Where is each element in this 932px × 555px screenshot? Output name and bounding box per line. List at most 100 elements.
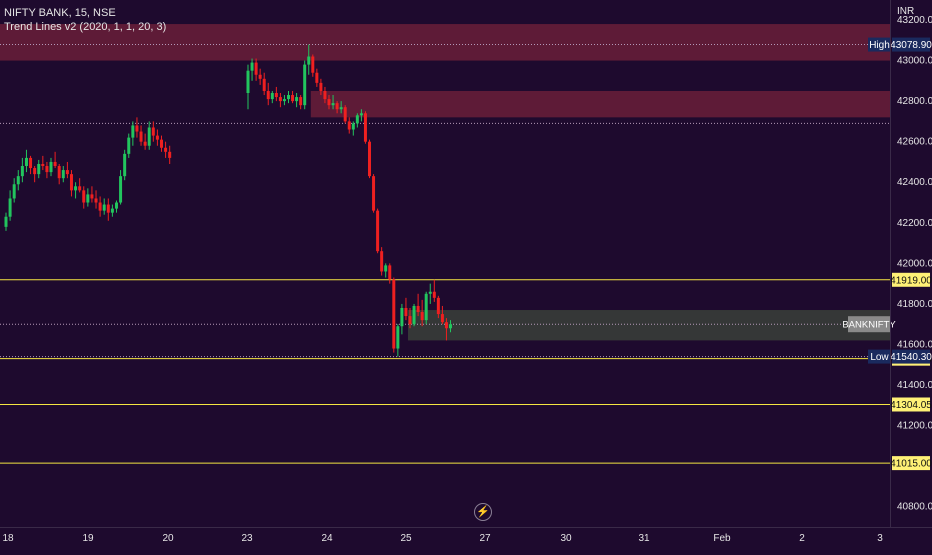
candle-body (295, 97, 299, 102)
candle-body (69, 174, 73, 191)
candle-body (266, 90, 270, 100)
candle-body (359, 113, 363, 116)
candle-body (53, 161, 57, 167)
x-tick-label: 27 (479, 533, 491, 544)
candle-body (380, 251, 384, 272)
candle-body (351, 123, 355, 130)
x-tick-label: 24 (321, 533, 333, 544)
candle-body (127, 137, 131, 154)
x-tick-label: 3 (877, 533, 883, 544)
x-tick-label: 19 (82, 533, 94, 544)
candle-body (299, 97, 303, 106)
candle-body (282, 99, 286, 102)
y-tick-label: 42000.00 (897, 258, 932, 269)
candle-body (12, 184, 16, 199)
currency-label: INR (897, 6, 914, 17)
candle-body (388, 265, 392, 280)
trend-level-label-bg (892, 272, 930, 287)
candle-body (258, 74, 262, 79)
y-tick-label: 43000.00 (897, 56, 932, 67)
high-value-label-bg (892, 37, 930, 52)
candle-body (74, 186, 78, 191)
symbol-title[interactable]: NIFTY BANK, 15, NSE (4, 7, 116, 19)
x-tick-label: 18 (2, 533, 14, 544)
candle-body (355, 115, 359, 124)
candle-body (139, 131, 143, 142)
x-tick-label: 30 (560, 533, 572, 544)
y-tick-label: 42200.00 (897, 218, 932, 229)
candle-body (416, 305, 420, 313)
x-tick-label: 31 (638, 533, 650, 544)
candle-body (147, 127, 151, 146)
resistance-zone (0, 24, 890, 61)
candle-body (29, 157, 33, 169)
y-tick-label: 41600.00 (897, 339, 932, 350)
trend-level-label-bg (892, 456, 930, 471)
candle-body (8, 198, 12, 217)
candle-body (404, 307, 408, 317)
candle-body (287, 95, 290, 100)
candle-body (368, 141, 371, 177)
candle-body (291, 95, 295, 102)
current-zone (408, 310, 890, 341)
candle-body (331, 103, 335, 106)
candle-body (82, 190, 86, 203)
candle-body (123, 153, 127, 177)
trend-level-label: 41015.00 (890, 459, 932, 470)
candle-body (307, 56, 311, 65)
candle-body (311, 56, 315, 73)
candle-body (254, 62, 258, 75)
candle-body (114, 202, 118, 209)
candle-body (319, 82, 323, 91)
y-tick-label: 41200.00 (897, 421, 932, 432)
high-value-label: 43078.90 (890, 40, 932, 51)
candle-body (151, 127, 155, 136)
candle-body (339, 107, 343, 110)
high-tag: High (869, 40, 890, 51)
candle-body (449, 324, 452, 329)
candle-body (106, 204, 110, 213)
candle-body (343, 107, 347, 122)
candle-body (94, 198, 98, 203)
candle-body (384, 265, 388, 272)
candle-body (250, 62, 254, 71)
candle-body (424, 293, 428, 321)
candle-body (41, 163, 45, 167)
candle-body (376, 210, 380, 252)
symbol-tag-bg (848, 316, 890, 333)
candle-body (110, 208, 114, 213)
candle-body (420, 312, 424, 321)
candle-body (90, 194, 94, 199)
candle-body (400, 307, 404, 327)
y-tick-label: 42400.00 (897, 177, 932, 188)
candle-body (347, 121, 351, 130)
candle-body (24, 157, 28, 167)
y-tick-label: 42600.00 (897, 137, 932, 148)
candle-body (432, 291, 436, 298)
candle-body (327, 99, 331, 106)
candle-body (20, 166, 24, 177)
candle-body (396, 326, 400, 349)
low-tag-bg (868, 349, 891, 364)
candle-body (135, 125, 139, 132)
candle-body (78, 186, 82, 191)
candle-body (57, 166, 61, 179)
low-tag: Low (870, 352, 889, 363)
candle-body (315, 72, 319, 83)
symbol-tag: BANKNIFTY (842, 320, 896, 331)
candle-body (45, 166, 49, 173)
chart-legend: NIFTY BANK, 15, NSE Trend Lines v2 (2020… (4, 6, 166, 34)
candle-body (65, 170, 69, 175)
candle-body (303, 64, 307, 106)
candle-body (428, 291, 432, 294)
candle-body (262, 78, 266, 91)
indicator-title[interactable]: Trend Lines v2 (2020, 1, 1, 20, 3) (4, 21, 167, 33)
candle-body (16, 176, 20, 185)
x-tick-label: 20 (162, 533, 174, 544)
y-tick-label: 42800.00 (897, 96, 932, 107)
candle-body (49, 161, 53, 173)
candle-body (61, 170, 65, 179)
x-tick-label: 2 (799, 533, 805, 544)
